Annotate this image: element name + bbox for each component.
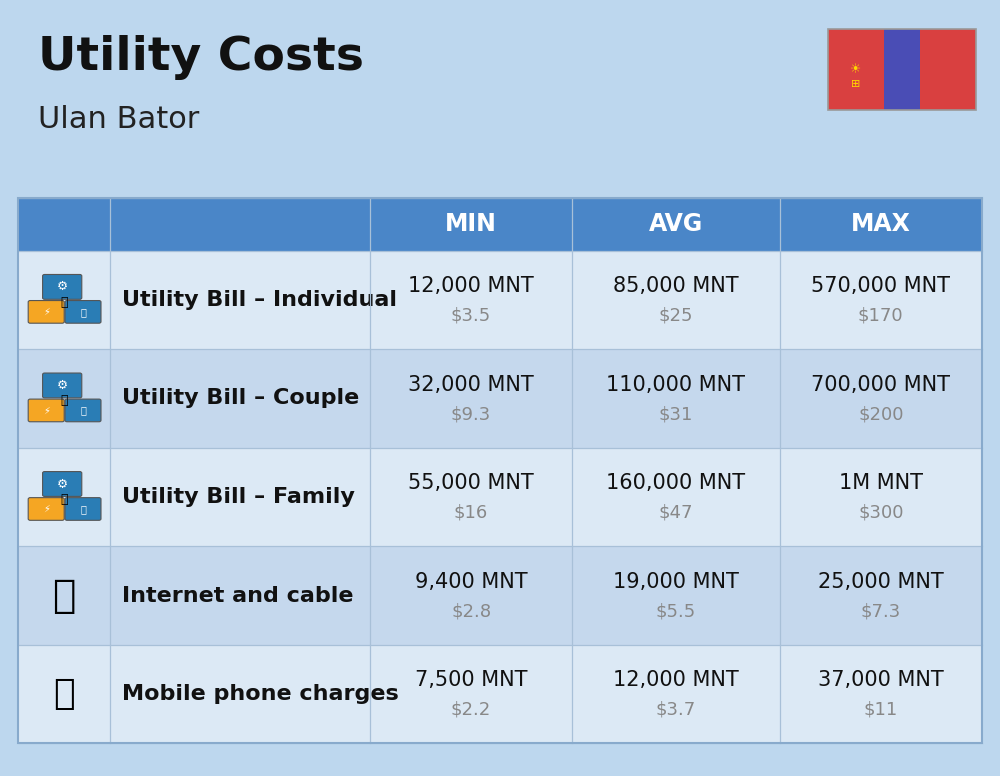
Text: $3.7: $3.7 <box>656 701 696 719</box>
Text: 💧: 💧 <box>80 504 86 514</box>
FancyBboxPatch shape <box>18 645 982 743</box>
Text: $5.5: $5.5 <box>656 602 696 620</box>
Text: Utility Bill – Couple: Utility Bill – Couple <box>122 389 359 408</box>
Text: 💧: 💧 <box>80 405 86 415</box>
Text: $2.8: $2.8 <box>451 602 491 620</box>
Text: Utility Bill – Family: Utility Bill – Family <box>122 487 354 507</box>
Text: 📱: 📱 <box>53 677 75 711</box>
Text: 32,000 MNT: 32,000 MNT <box>408 375 534 395</box>
Text: $200: $200 <box>858 405 904 423</box>
FancyBboxPatch shape <box>828 29 884 110</box>
FancyBboxPatch shape <box>28 300 64 323</box>
FancyBboxPatch shape <box>43 373 82 398</box>
Text: 25,000 MNT: 25,000 MNT <box>818 572 944 592</box>
FancyBboxPatch shape <box>920 29 976 110</box>
Text: 85,000 MNT: 85,000 MNT <box>613 276 739 296</box>
Text: 160,000 MNT: 160,000 MNT <box>606 473 745 494</box>
FancyBboxPatch shape <box>43 472 82 497</box>
Text: ☀: ☀ <box>850 64 862 76</box>
Text: 💧: 💧 <box>80 307 86 317</box>
Text: $11: $11 <box>864 701 898 719</box>
Text: $16: $16 <box>454 504 488 521</box>
Text: 9,400 MNT: 9,400 MNT <box>415 572 527 592</box>
FancyBboxPatch shape <box>43 275 82 300</box>
FancyBboxPatch shape <box>18 251 982 349</box>
FancyBboxPatch shape <box>18 448 982 546</box>
Text: ⚡: ⚡ <box>43 405 50 415</box>
Text: 12,000 MNT: 12,000 MNT <box>613 670 739 691</box>
Text: 55,000 MNT: 55,000 MNT <box>408 473 534 494</box>
Text: Ulan Bator: Ulan Bator <box>38 105 199 133</box>
Text: $25: $25 <box>659 307 693 324</box>
Text: ⚙: ⚙ <box>57 379 68 392</box>
Text: 🧑: 🧑 <box>60 394 68 407</box>
Text: ⊞: ⊞ <box>851 79 861 89</box>
Text: 1M MNT: 1M MNT <box>839 473 923 494</box>
Text: 12,000 MNT: 12,000 MNT <box>408 276 534 296</box>
Text: MIN: MIN <box>445 213 497 236</box>
Text: 19,000 MNT: 19,000 MNT <box>613 572 739 592</box>
FancyBboxPatch shape <box>65 497 101 520</box>
Text: $3.5: $3.5 <box>451 307 491 324</box>
Text: Internet and cable: Internet and cable <box>122 586 353 605</box>
Text: Utility Bill – Individual: Utility Bill – Individual <box>122 290 397 310</box>
Text: 570,000 MNT: 570,000 MNT <box>811 276 950 296</box>
Text: $170: $170 <box>858 307 904 324</box>
Text: Utility Costs: Utility Costs <box>38 35 364 80</box>
Text: 🧑: 🧑 <box>60 493 68 506</box>
FancyBboxPatch shape <box>28 497 64 520</box>
Text: $47: $47 <box>659 504 693 521</box>
Text: 🖥: 🖥 <box>52 577 75 615</box>
Text: ⚙: ⚙ <box>57 280 68 293</box>
Text: 7,500 MNT: 7,500 MNT <box>415 670 527 691</box>
Text: $2.2: $2.2 <box>451 701 491 719</box>
FancyBboxPatch shape <box>65 399 101 422</box>
FancyBboxPatch shape <box>18 546 982 645</box>
Text: ⚙: ⚙ <box>57 477 68 490</box>
Text: ⚡: ⚡ <box>43 504 50 514</box>
Text: $300: $300 <box>858 504 904 521</box>
Text: ⚡: ⚡ <box>43 307 50 317</box>
Text: 🧑: 🧑 <box>60 296 68 309</box>
Text: $7.3: $7.3 <box>861 602 901 620</box>
Text: Mobile phone charges: Mobile phone charges <box>122 684 398 704</box>
Text: AVG: AVG <box>649 213 703 236</box>
Text: 110,000 MNT: 110,000 MNT <box>606 375 745 395</box>
Text: $31: $31 <box>659 405 693 423</box>
Text: $9.3: $9.3 <box>451 405 491 423</box>
FancyBboxPatch shape <box>884 29 920 110</box>
Text: 37,000 MNT: 37,000 MNT <box>818 670 944 691</box>
FancyBboxPatch shape <box>28 399 64 422</box>
Text: MAX: MAX <box>851 213 911 236</box>
FancyBboxPatch shape <box>65 300 101 323</box>
Text: 700,000 MNT: 700,000 MNT <box>811 375 950 395</box>
FancyBboxPatch shape <box>18 349 982 448</box>
FancyBboxPatch shape <box>18 198 982 251</box>
